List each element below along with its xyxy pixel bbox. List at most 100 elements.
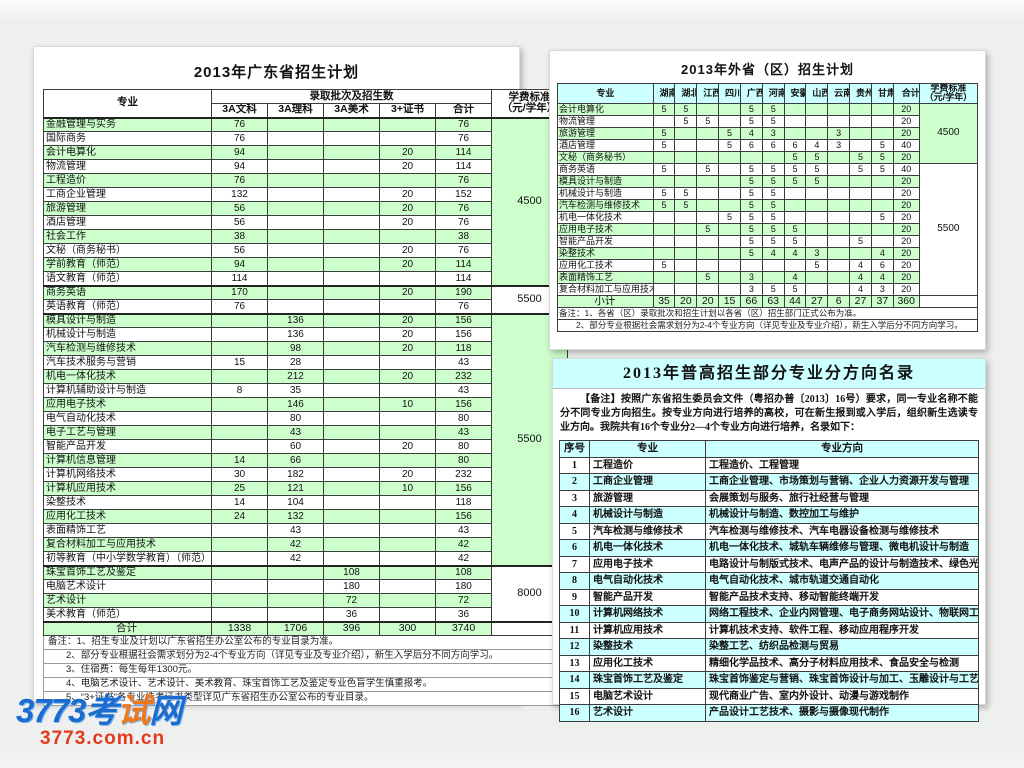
plan-count: 20 — [379, 201, 436, 216]
plan-count — [870, 102, 894, 116]
province-label: 四川 — [725, 88, 739, 99]
province-label: 广西 — [746, 88, 761, 99]
direction-major: 智能产品开发 — [589, 588, 706, 606]
plan-count: 5 — [761, 186, 785, 200]
plan-count — [267, 145, 324, 160]
plan-count — [323, 369, 380, 384]
table-row: 物流管理 5 5 5 5 20 — [557, 114, 978, 128]
plan-count — [211, 397, 268, 412]
table-row: 电气自动化技术 80 80 — [43, 411, 568, 426]
note-text: 2、部分专业根据社会需求划分为2-4个专业方向（详见专业及专业介绍），新生入学后… — [557, 318, 978, 332]
plan-count — [805, 270, 829, 284]
plan-count: 5 — [783, 150, 807, 164]
plan-count: 6 — [783, 138, 807, 152]
header-major: 专业 — [43, 89, 212, 118]
plan-count — [323, 551, 380, 566]
major-name: 计算机辅助设计与制造 — [43, 383, 212, 398]
plan-count — [323, 243, 380, 258]
major-name: 模具设计与制造 — [557, 174, 654, 188]
plan-count: 4 — [849, 282, 872, 296]
plan-count: 56 — [211, 201, 268, 216]
major-name: 金融管理与实务 — [43, 116, 212, 132]
plan-count: 5 — [870, 210, 894, 224]
plan-count: 40 — [892, 162, 920, 176]
plan-count: 76 — [434, 201, 493, 216]
header-fee-line1: 学费标准 — [930, 83, 967, 93]
header-province: 贵州 — [849, 83, 872, 104]
plan-count: 180 — [434, 579, 493, 594]
plan-count — [718, 150, 741, 164]
plan-count: 5 — [849, 234, 872, 248]
plan-count — [379, 271, 436, 286]
plan-count: 3 — [761, 126, 785, 140]
guangdong-plan-table: 专业 录取批次及招生数 学费标准 （元/学年） 3A文科 3A理科 3A美术 3… — [42, 89, 569, 706]
plan-count: 20 — [892, 174, 920, 188]
plan-count — [696, 138, 720, 152]
header-batch-col: 3+证书 — [379, 103, 436, 118]
plan-count: 20 — [379, 159, 436, 174]
direction-table-title: 2013年普高招生部分专业分方向名录 — [553, 359, 985, 389]
plan-count: 80 — [434, 439, 493, 454]
plan-count — [696, 102, 720, 116]
header-batch-col: 3A美术 — [323, 103, 380, 118]
watermark-brand-prefix: 3773考 — [16, 692, 118, 729]
plan-count — [267, 215, 324, 230]
plan-count: 76 — [211, 131, 268, 146]
plan-count — [674, 162, 698, 176]
plan-count: 76 — [434, 299, 493, 314]
direction-table: 序号 专业 专业方向 1 工程造价 工程造价、工程管理 2 工商企业管理 工商企业管理、市… — [559, 440, 979, 722]
direction-names: 珠宝首饰鉴定与营销、珠宝首饰设计与加工、玉雕设计与工艺 — [705, 671, 979, 689]
plan-count — [323, 327, 380, 342]
note-row: 4、电脑艺术设计、艺术设计、美术教育、珠宝首饰工艺及鉴定专业色盲学生慎重报考。 — [42, 677, 569, 692]
plan-count: 156 — [434, 397, 493, 412]
plan-count: 20 — [892, 198, 920, 212]
plan-count — [267, 173, 324, 188]
watermark-brand: 3773考试网 — [16, 692, 246, 729]
plan-count — [805, 222, 829, 236]
plan-count: 5 — [674, 102, 698, 116]
table-row: 语文教育（师范） 114 114 — [43, 271, 568, 286]
plan-count: 118 — [434, 495, 493, 510]
plan-count — [783, 198, 807, 212]
plan-count — [827, 198, 851, 212]
plan-count — [674, 174, 698, 188]
plan-count: 5 — [718, 126, 741, 140]
plan-count: 36 — [434, 607, 493, 622]
plan-count — [211, 551, 268, 566]
plan-count: 20 — [892, 234, 920, 248]
plan-count: 8 — [211, 383, 268, 398]
plan-count: 3 — [827, 126, 851, 140]
plan-count — [652, 150, 676, 164]
plan-count — [323, 271, 380, 286]
direction-names: 电路设计与制版式技术、电声产品的设计与制造技术、绿色光源LED — [705, 555, 979, 573]
plan-count: 20 — [379, 327, 436, 342]
plan-count — [696, 174, 720, 188]
province-label: 安徽 — [790, 88, 805, 99]
province-label: 山西 — [812, 88, 826, 99]
plan-count: 80 — [434, 411, 493, 426]
plan-count: 5 — [739, 234, 763, 248]
plan-count — [718, 114, 741, 128]
plan-count: 80 — [434, 453, 493, 468]
plan-count — [870, 234, 894, 248]
plan-count: 5 — [783, 162, 807, 176]
plan-count: 14 — [211, 495, 268, 510]
major-name: 复合材料加工与应用技术 — [557, 282, 654, 296]
direction-names: 机械设计与制造、数控加工与维护 — [705, 506, 979, 524]
plan-count — [267, 564, 324, 580]
plan-count: 5 — [783, 234, 807, 248]
fee-empty — [918, 294, 979, 308]
plan-count — [849, 174, 872, 188]
plan-count — [323, 411, 380, 426]
plan-count: 56 — [211, 243, 268, 258]
direction-index: 1 — [559, 456, 590, 474]
major-name: 机电一体化技术 — [557, 210, 654, 224]
plan-count: 5 — [696, 114, 720, 128]
major-name: 国际商务 — [43, 131, 212, 146]
plan-count: 5 — [739, 222, 763, 236]
plan-count: 5 — [652, 258, 676, 272]
plan-count: 60 — [267, 439, 324, 454]
plan-count: 20 — [379, 284, 436, 300]
note-row: 5、“3+证书”各专业选考证书类型详见广东省招生办公室公布的专业目录。 — [42, 691, 569, 706]
watermark-brand-dot: 试 — [117, 692, 150, 729]
